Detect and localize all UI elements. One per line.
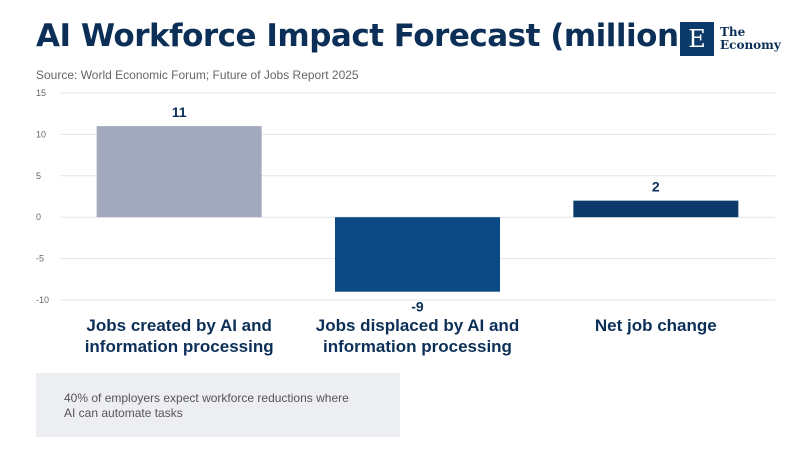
logo-line-2: Economy bbox=[720, 38, 781, 52]
x-tick-label: information processing bbox=[85, 337, 274, 356]
note-line-2: AI can automate tasks bbox=[64, 406, 183, 420]
x-tick-label: Jobs created by AI and bbox=[86, 316, 271, 335]
logo-line-1: The bbox=[720, 25, 746, 39]
y-tick-label: -10 bbox=[36, 295, 49, 305]
bar bbox=[96, 126, 262, 218]
note-line-1: 40% of employers expect workforce reduct… bbox=[64, 391, 349, 405]
y-tick-label: 5 bbox=[36, 171, 41, 181]
page-title: AI Workforce Impact Forecast (millions) bbox=[36, 18, 711, 54]
x-tick-label: Net job change bbox=[595, 316, 717, 335]
bar bbox=[573, 200, 739, 218]
brand-logo: E The Economy bbox=[680, 22, 781, 56]
data-label: -9 bbox=[411, 299, 424, 315]
logo-text: The Economy bbox=[720, 26, 781, 52]
logo-mark: E bbox=[680, 22, 714, 56]
x-tick-label: information processing bbox=[323, 337, 512, 356]
data-label: 2 bbox=[652, 179, 660, 195]
bar bbox=[335, 217, 500, 292]
y-tick-label: 15 bbox=[36, 88, 46, 98]
x-tick-label: Jobs displaced by AI and bbox=[316, 316, 519, 335]
y-tick-label: 10 bbox=[36, 129, 46, 139]
source-caption: Source: World Economic Forum; Future of … bbox=[36, 68, 359, 82]
y-tick-label: -5 bbox=[36, 254, 44, 264]
data-label: 11 bbox=[172, 104, 187, 120]
y-tick-label: 0 bbox=[36, 212, 41, 222]
annotation-note: 40% of employers expect workforce reduct… bbox=[36, 373, 400, 437]
